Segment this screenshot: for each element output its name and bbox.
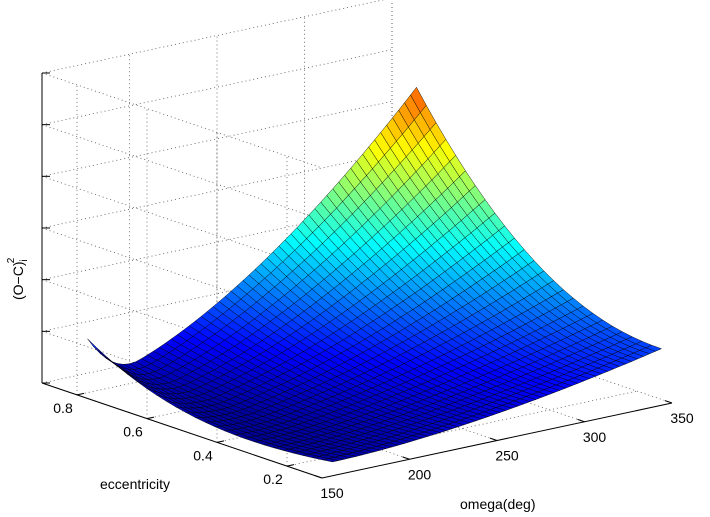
surface-mesh — [87, 86, 663, 463]
tick-labels: 150 200 250 300 350 0.2 0.4 0.6 0.8 — [53, 400, 694, 501]
x-tick-label: 300 — [583, 429, 607, 445]
grid-line-left-z — [41, 72, 323, 169]
x-tick-label: 200 — [408, 466, 432, 482]
z-axis-label-main: (O−C) — [10, 262, 26, 301]
x-tick-mark — [664, 400, 673, 404]
grid-line-left-z — [41, 124, 323, 221]
x-tick-label: 350 — [670, 410, 694, 426]
x-tick-label: 250 — [495, 448, 519, 464]
z-axis-label-sup: 2 — [6, 257, 17, 263]
z-axis-label-sub: i — [19, 259, 30, 261]
y-axis-label: eccentricity — [100, 476, 170, 492]
x-tick-mark — [402, 456, 410, 460]
x-tick-mark — [489, 437, 498, 441]
y-tick-label: 0.8 — [53, 400, 73, 416]
y-tick-mark — [76, 392, 85, 396]
y-tick-label: 0.6 — [123, 424, 143, 440]
x-tick-mark — [577, 418, 585, 423]
y-tick-mark — [286, 464, 295, 467]
svg-text:(O−C)i2: (O−C)i2 — [6, 257, 30, 300]
y-tick-mark — [146, 416, 155, 420]
x-axis-label: omega(deg) — [460, 496, 536, 512]
y-axis-line — [41, 382, 323, 479]
z-axis-label: (O−C)i2 — [6, 257, 30, 300]
y-tick-mark — [216, 440, 225, 443]
axis-layer — [41, 72, 673, 479]
y-tick-label: 0.4 — [193, 447, 213, 463]
y-tick-label: 0.2 — [263, 471, 283, 487]
surface-cell — [322, 458, 339, 463]
x-tick-label: 150 — [320, 485, 344, 501]
